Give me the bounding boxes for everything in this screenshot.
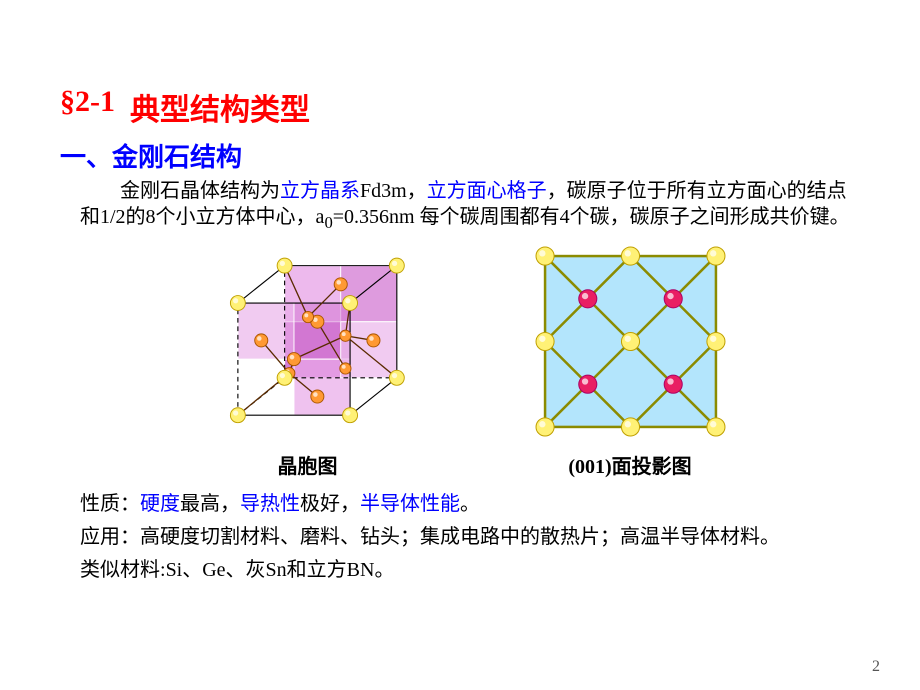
app-text: 高硬度切割材料、磨料、钻头；集成电路中的散热片；高温半导体材料。 xyxy=(140,526,780,548)
projection-block: (001)面投影图 xyxy=(533,244,728,479)
unit-cell-caption: 晶胞图 xyxy=(193,450,423,479)
section-title: § 2-1 典型结构类型 xyxy=(60,85,860,129)
sim-label: 类似材料: xyxy=(80,559,166,581)
sim-text: Si、Ge、灰Sn和立方BN。 xyxy=(166,559,395,581)
prop-label: 性质： xyxy=(80,493,140,515)
para-seg-1: 金刚石晶体结构为 xyxy=(120,180,280,202)
subsection-text: 金刚石结构 xyxy=(112,143,242,172)
main-paragraph: 金刚石晶体结构为立方晶系Fd3m，立方面心格子，碳原子位于所有立方面心的结点和1… xyxy=(80,178,850,234)
subsection-prefix: 一、 xyxy=(60,143,112,172)
projection-diagram xyxy=(533,244,728,439)
section-symbol: § xyxy=(60,85,75,129)
para-seg-2: 立方晶系 xyxy=(280,180,360,202)
similar-line: 类似材料:Si、Ge、灰Sn和立方BN。 xyxy=(80,553,860,582)
projection-caption: (001)面投影图 xyxy=(533,450,728,479)
section-number: 2-1 xyxy=(75,85,115,129)
page-number: 2 xyxy=(872,658,880,676)
properties-line: 性质：硬度最高，导热性极好，半导体性能。 xyxy=(80,487,860,516)
para-seg-3: Fd3m， xyxy=(360,180,427,202)
section-text: 典型结构类型 xyxy=(130,85,310,129)
para-seg-4: 立方面心格子 xyxy=(427,180,547,202)
app-label: 应用： xyxy=(80,526,140,548)
prop-t5: 半导体性能 xyxy=(360,493,460,515)
application-line: 应用：高硬度切割材料、磨料、钻头；集成电路中的散热片；高温半导体材料。 xyxy=(80,520,860,549)
prop-t2: 最高， xyxy=(180,493,240,515)
prop-t3: 导热性 xyxy=(240,493,300,515)
unit-cell-diagram xyxy=(193,254,423,439)
prop-t1: 硬度 xyxy=(140,493,180,515)
unit-cell-block: 晶胞图 xyxy=(193,254,423,479)
para-sub: 0 xyxy=(324,213,332,232)
subsection-title: 一、金刚石结构 xyxy=(60,137,860,174)
prop-t6: 。 xyxy=(460,493,480,515)
prop-t4: 极好， xyxy=(300,493,360,515)
diagram-row: 晶胞图 (001)面投影图 xyxy=(60,244,860,479)
para-seg-6: =0.356nm 每个碳周围都有4个碳，碳原子之间形成共价键。 xyxy=(333,206,850,228)
